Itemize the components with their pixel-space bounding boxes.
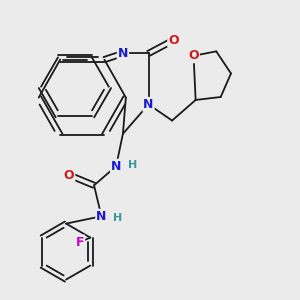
Text: O: O (168, 34, 179, 47)
Text: F: F (76, 236, 84, 248)
Text: N: N (96, 210, 106, 223)
Text: O: O (64, 169, 74, 182)
Text: H: H (128, 160, 137, 170)
Text: O: O (188, 49, 199, 62)
Text: H: H (113, 213, 122, 223)
Text: N: N (143, 98, 154, 111)
Text: N: N (111, 160, 121, 173)
Text: N: N (118, 47, 128, 60)
